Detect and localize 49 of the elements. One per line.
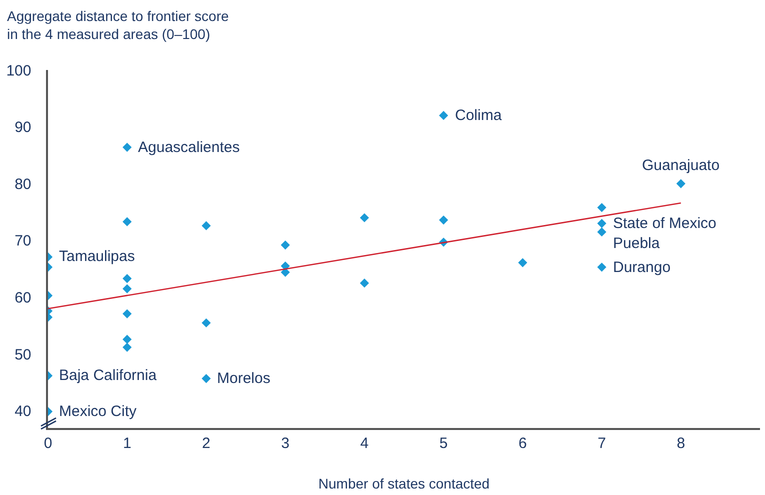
point [360,278,369,288]
point [122,334,132,344]
annotation: Tamaulipas [59,248,135,265]
annotation: Aguascalientes [138,139,240,156]
point [280,240,290,250]
x-tick-label: 1 [122,434,132,452]
annotation: Mexico City [59,403,138,420]
point [597,262,606,272]
annotation: Colima [455,107,502,124]
x-tick-label: 2 [202,434,210,452]
point [202,221,211,230]
y-tick-label: 70 [14,232,32,250]
point [122,142,132,152]
annotation: Puebla [613,235,660,252]
x-axis-title: Number of states contacted [318,476,490,492]
x-tick-label: 8 [676,434,686,452]
point [122,274,132,284]
x-tick-label: 7 [598,434,606,452]
x-tick-label: 6 [518,434,527,452]
point [202,318,211,328]
point [597,202,606,212]
point [202,374,211,384]
y-tick-label: 100 [6,62,32,80]
y-tick-label: 80 [14,176,32,193]
point [122,217,132,226]
annotation: Morelos [217,370,270,387]
point [597,227,606,236]
y-axis-title: Aggregate distance to frontier score in the 4 measured areas (0–100) [7,8,230,42]
annotation: Guanajuato [642,157,720,174]
x-tick-label: 3 [281,434,290,452]
x-tick-label: 4 [360,434,369,452]
point [122,284,132,294]
y-tick-label: 90 [14,119,32,136]
point [439,215,448,225]
point [360,213,369,222]
point [122,342,132,352]
x-tick-label: 0 [44,434,52,452]
y-tick-label: 50 [14,346,32,364]
point [676,179,686,188]
point [122,309,132,318]
annotation: State of Mexico [613,215,716,232]
point [597,218,606,228]
annotation: Durango [613,259,671,276]
x-tick-label: 5 [439,434,448,452]
annotation: Baja California [59,367,158,384]
y-tick-label: 40 [14,403,32,420]
point [518,258,528,268]
y-tick-label: 60 [14,290,32,307]
point [439,110,448,120]
